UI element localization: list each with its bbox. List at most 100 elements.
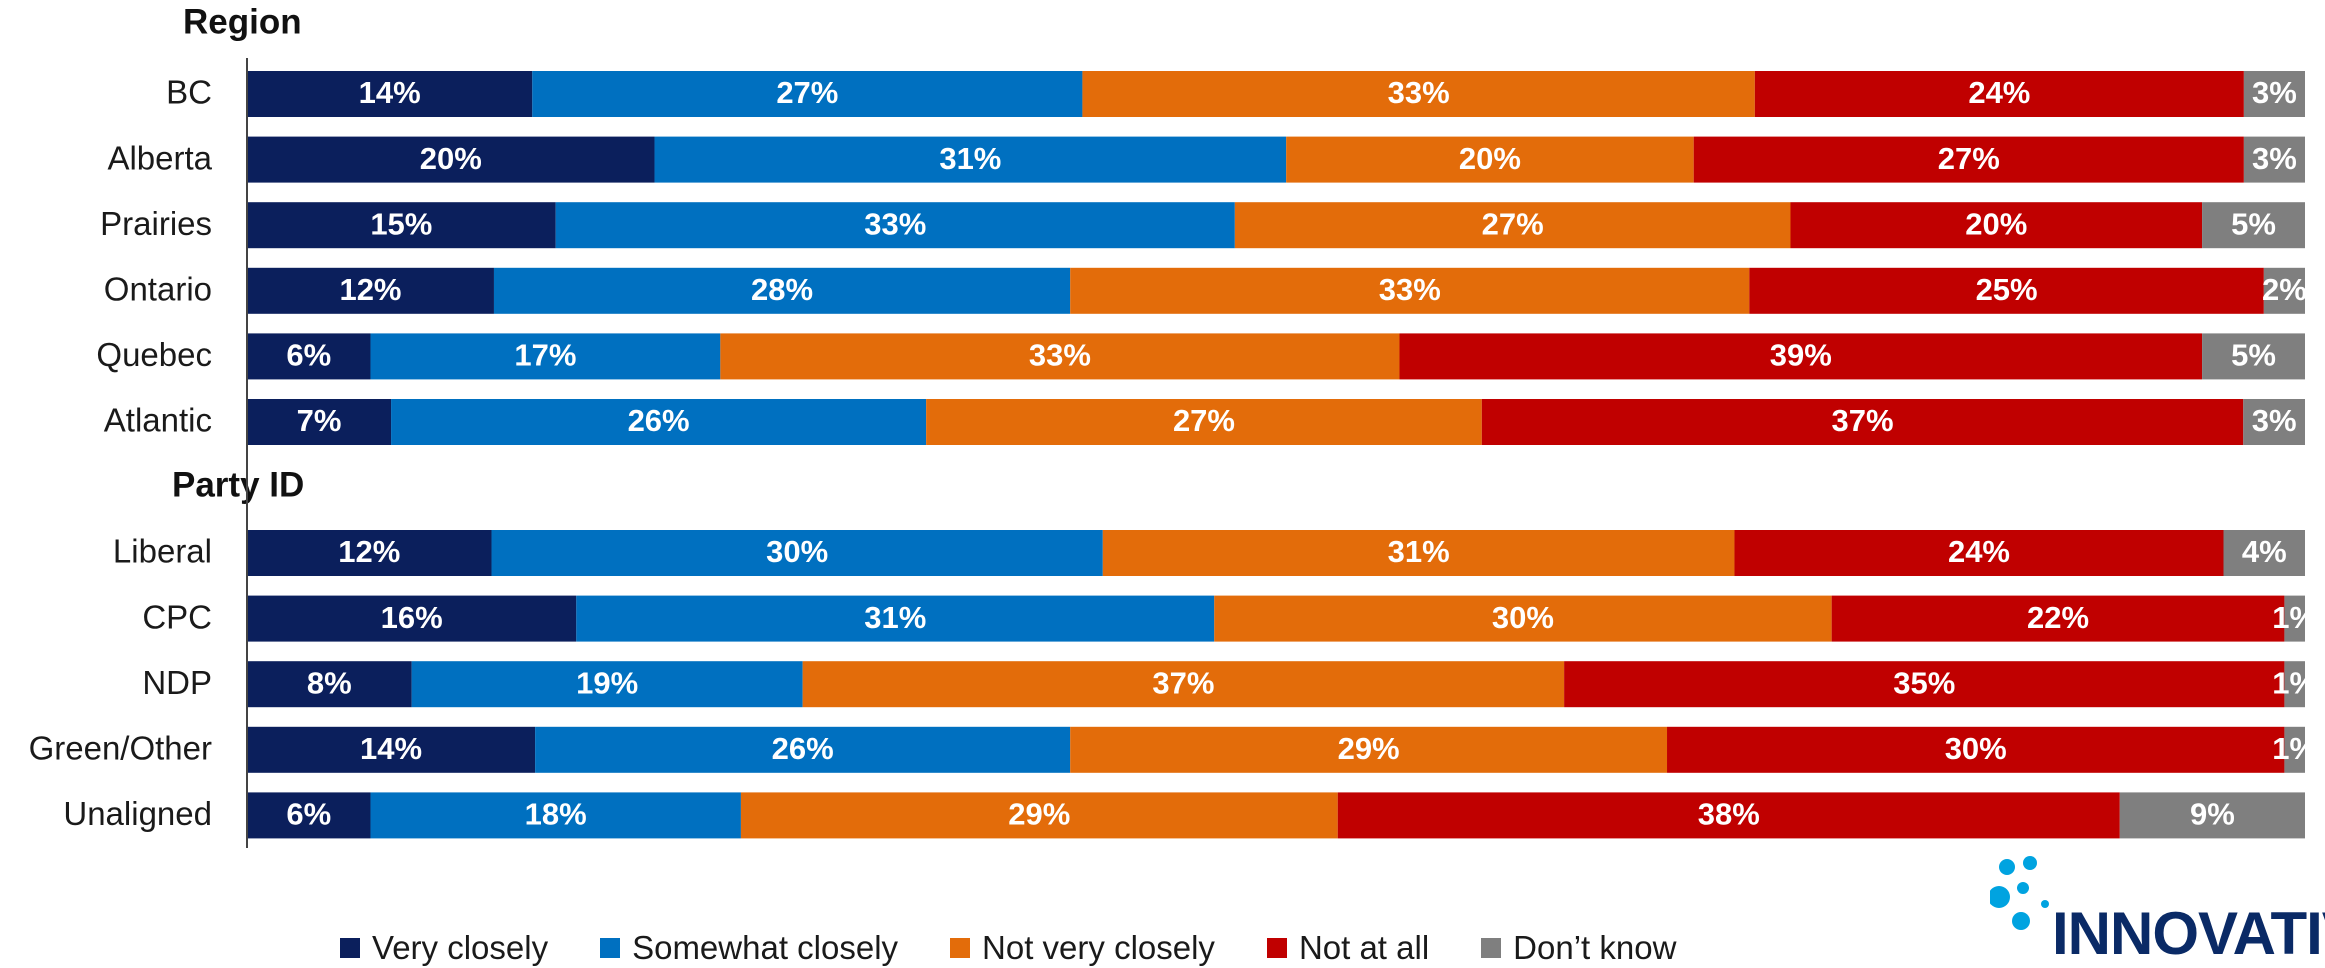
- bar-segment: [740, 792, 1338, 839]
- bar-segment: [247, 136, 655, 183]
- bar-segment: [2202, 333, 2305, 380]
- bar-segment: [247, 71, 533, 117]
- bar-segment: [555, 202, 1235, 249]
- bar-segment: [247, 333, 371, 380]
- data-label: 29%: [1008, 797, 1070, 832]
- data-label: 33%: [864, 206, 926, 241]
- bar-segment: [532, 71, 1083, 117]
- legend-swatch: [1266, 938, 1287, 958]
- data-label: 3%: [2252, 75, 2297, 110]
- bar-segment: [1399, 333, 2203, 380]
- bar-segment: [247, 595, 577, 642]
- data-label: 20%: [420, 141, 482, 176]
- category-label: Alberta: [107, 139, 212, 176]
- legend-swatch: [950, 938, 971, 958]
- category-label: Liberal: [113, 533, 212, 570]
- data-label: 14%: [359, 75, 421, 110]
- bar-segment: [2243, 136, 2305, 183]
- data-label: 3%: [2252, 403, 2297, 438]
- bar-segment: [1831, 595, 2285, 642]
- bar-segment: [1337, 792, 2120, 839]
- bar-segment: [493, 267, 1071, 314]
- legend-item: Don’t know: [1481, 929, 1676, 967]
- bar-segment: [2284, 595, 2305, 642]
- data-label: 24%: [1968, 75, 2030, 110]
- legend-label: Somewhat closely: [632, 929, 899, 966]
- data-label: 28%: [751, 272, 813, 307]
- bar-segment: [1286, 136, 1694, 183]
- data-label: 15%: [370, 206, 432, 241]
- category-label: Atlantic: [104, 402, 212, 439]
- category-label: CPC: [142, 598, 212, 635]
- data-label: 6%: [286, 338, 331, 373]
- data-label: 27%: [776, 75, 838, 110]
- data-label: 12%: [339, 272, 401, 307]
- category-label: NDP: [142, 664, 212, 701]
- data-label: 18%: [525, 797, 587, 832]
- category-label: Quebec: [96, 336, 212, 373]
- data-label: 16%: [381, 600, 443, 635]
- category-label: Green/Other: [29, 730, 212, 767]
- logo-dots-icon: [1990, 856, 2049, 930]
- data-label: 27%: [1482, 206, 1544, 241]
- bar-segment: [1693, 136, 2244, 183]
- bar-segment: [247, 399, 392, 445]
- bar-segment: [1749, 267, 2264, 314]
- bar-segment: [2263, 267, 2305, 314]
- data-label: 26%: [628, 403, 690, 438]
- legend-item: Not very closely: [950, 929, 1215, 967]
- legend-label: Very closely: [372, 929, 549, 966]
- data-label: 8%: [307, 665, 352, 700]
- bar-segment: [247, 202, 556, 249]
- data-label: 1%: [2272, 731, 2317, 766]
- data-label: 39%: [1770, 338, 1832, 373]
- data-label: 26%: [772, 731, 834, 766]
- legend-label: Not at all: [1298, 929, 1430, 966]
- bar-segment: [1790, 202, 2203, 249]
- bar-segment: [391, 399, 927, 445]
- bar-segment: [1481, 399, 2244, 445]
- data-label: 2%: [2262, 272, 2307, 307]
- data-label: 33%: [1029, 338, 1091, 373]
- bar-segment: [2284, 661, 2305, 708]
- data-label: 12%: [338, 534, 400, 569]
- bar-segment: [2243, 399, 2305, 445]
- bar-segment: [576, 595, 1215, 642]
- legend-swatch: [600, 938, 621, 958]
- bar-segment: [411, 661, 803, 708]
- bar-segment: [491, 530, 1103, 576]
- data-label: 17%: [514, 338, 576, 373]
- bar-segment: [2284, 726, 2305, 773]
- bar-segment: [370, 333, 721, 380]
- data-label: 33%: [1379, 272, 1441, 307]
- data-label: 5%: [2231, 206, 2276, 241]
- bar-segment: [247, 530, 492, 576]
- data-label: 31%: [939, 141, 1001, 176]
- data-label: 31%: [864, 600, 926, 635]
- legend-item: Not at all: [1266, 929, 1430, 967]
- bar-segment: [1214, 595, 1832, 642]
- category-label: Prairies: [100, 205, 212, 242]
- category-label: BC: [166, 74, 212, 111]
- data-label: 30%: [1945, 731, 2007, 766]
- bar-segment: [1102, 530, 1735, 576]
- group-label: Region: [183, 2, 302, 41]
- data-label: 22%: [2027, 600, 2089, 635]
- data-label: 35%: [1893, 665, 1955, 700]
- data-label: 14%: [360, 731, 422, 766]
- bar-segment: [926, 399, 1482, 445]
- data-label: 19%: [576, 665, 638, 700]
- innovative-logo: INNOVATIVE: [1990, 855, 2325, 967]
- category-label: Unaligned: [63, 795, 212, 832]
- bar-segment: [802, 661, 1565, 708]
- bar-segment: [2223, 530, 2305, 576]
- data-label: 31%: [1388, 534, 1450, 569]
- data-label: 4%: [2242, 534, 2287, 569]
- bar-segment: [1754, 71, 2244, 117]
- data-label: 7%: [297, 403, 342, 438]
- legend-label: Don’t know: [1513, 929, 1677, 966]
- data-label: 38%: [1698, 797, 1760, 832]
- data-label: 27%: [1938, 141, 2000, 176]
- bar-segment: [2119, 792, 2305, 839]
